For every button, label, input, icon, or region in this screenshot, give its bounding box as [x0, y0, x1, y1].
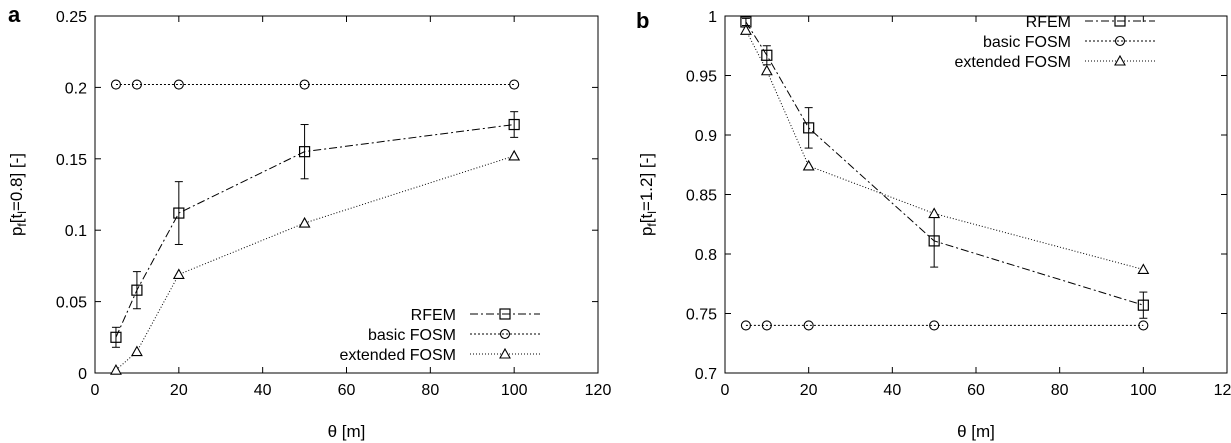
data-point [509, 79, 520, 90]
legend-marker [1114, 15, 1126, 27]
y-axis-label: pf[tl=0.8] [-] [7, 153, 29, 236]
data-point [173, 79, 184, 90]
data-point [508, 149, 521, 161]
series-circle [740, 320, 1149, 331]
y-tick-label: 0.05 [56, 295, 87, 312]
legend: RFEM basic FOSM extended FOSM [955, 14, 1155, 71]
legend-marker [1114, 35, 1126, 47]
series-square [740, 16, 1149, 319]
series-square [110, 111, 520, 348]
x-tick-label: 60 [967, 382, 985, 399]
legend-label: RFEM [1026, 14, 1071, 31]
data-point [929, 320, 940, 331]
x-tick-label: 20 [170, 382, 188, 399]
y-tick-label: 0.7 [695, 366, 717, 383]
x-tick-label: 60 [338, 382, 356, 399]
data-point [739, 24, 752, 35]
y-tick-label: 0.2 [65, 80, 87, 97]
x-tick-label: 100 [501, 382, 528, 399]
data-point [298, 216, 311, 228]
series-triangle [110, 149, 521, 375]
x-tick-label: 120 [1214, 382, 1231, 399]
x-tick-label: 0 [91, 382, 100, 399]
x-tick-label: 80 [1051, 382, 1069, 399]
panel-label: b [636, 8, 649, 33]
data-point [760, 64, 773, 76]
data-point [802, 159, 815, 171]
series-line [115, 124, 515, 338]
data-point [299, 79, 310, 90]
x-tick-label: 100 [1130, 382, 1157, 399]
series-line [745, 30, 1144, 270]
legend-label: basic FOSM [368, 327, 456, 344]
y-tick-label: 0.9 [695, 128, 717, 145]
x-tick-label: 40 [883, 382, 901, 399]
legend-label: RFEM [411, 307, 456, 324]
legend-label: extended FOSM [340, 347, 457, 364]
data-point [803, 122, 815, 134]
y-tick-label: 0 [78, 366, 87, 383]
y-tick-label: 1 [708, 9, 717, 26]
data-point [110, 79, 122, 90]
panel-label: a [8, 2, 21, 27]
data-point [110, 364, 122, 375]
legend-label: basic FOSM [983, 34, 1071, 51]
y-tick-label: 0.25 [56, 9, 87, 26]
legend-marker [1114, 54, 1126, 66]
legend-marker [499, 328, 511, 340]
legend: RFEM basic FOSM extended FOSM [340, 307, 540, 364]
data-point [172, 268, 185, 280]
data-point [508, 118, 520, 131]
data-point [173, 207, 185, 219]
y-tick-label: 0.95 [686, 69, 717, 86]
data-point [928, 235, 940, 247]
data-point [298, 146, 311, 158]
x-tick-label: 80 [421, 382, 439, 399]
y-tick-label: 0.15 [56, 152, 87, 169]
data-point [131, 79, 142, 90]
legend-marker [499, 308, 511, 320]
y-tick-label: 0.8 [695, 247, 717, 264]
data-point [740, 320, 751, 331]
legend-marker [499, 347, 511, 359]
x-axis-label: θ [m] [328, 422, 366, 441]
data-point [803, 320, 814, 331]
data-point [130, 345, 143, 357]
chart-panel-a: a 0 20 40 60 80 100 120 0 0.05 0.1 0.15 0.2 0.25 θ [m]… [7, 2, 611, 441]
x-tick-label: 40 [254, 382, 272, 399]
data-point [761, 320, 772, 331]
series-line [745, 21, 1144, 306]
data-point [928, 207, 941, 219]
x-axis-label: θ [m] [957, 422, 995, 441]
plot-frame [94, 15, 599, 374]
legend-label: extended FOSM [955, 54, 1072, 71]
x-tick-label: 0 [721, 382, 730, 399]
series-triangle [739, 24, 1150, 275]
chart-panel-b: b 0 20 40 60 80 100 120 0.7 0.75 0.8 0.85 0.9 0.95 1 θ … [636, 8, 1231, 441]
x-tick-label: 120 [585, 382, 612, 399]
y-tick-label: 0.1 [65, 223, 87, 240]
data-point [131, 284, 143, 296]
y-axis-label: pf[tl=1.2] [-] [637, 153, 659, 236]
series-circle [110, 79, 520, 90]
data-point [1137, 299, 1149, 311]
data-point [761, 49, 773, 61]
x-tick-label: 20 [800, 382, 818, 399]
y-tick-label: 0.85 [686, 188, 717, 205]
y-tick-label: 0.75 [686, 307, 717, 324]
data-point [110, 331, 122, 343]
data-point [1137, 263, 1150, 275]
data-point [1138, 320, 1149, 331]
series-line [115, 155, 515, 371]
